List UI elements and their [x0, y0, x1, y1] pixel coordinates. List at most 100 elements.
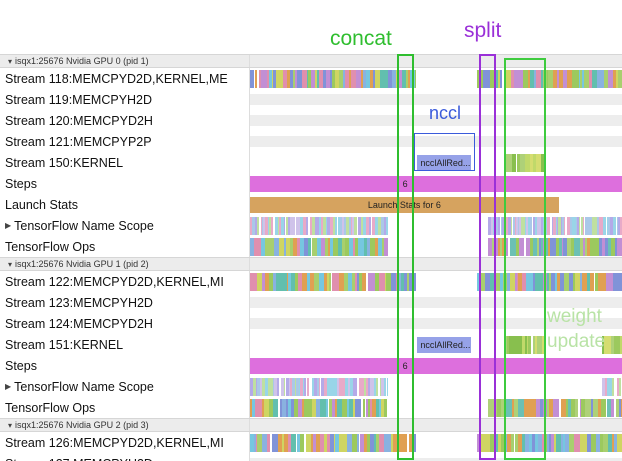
- timeline-track: [250, 68, 622, 89]
- track-label-text: Stream 151:KERNEL: [5, 337, 124, 352]
- track-label-text: Stream 122:MEMCPYD2D,KERNEL,MI: [5, 274, 224, 289]
- track-row: Steps 6: [0, 173, 622, 194]
- timeline-track: [250, 419, 622, 431]
- track-row: Stream 118:MEMCPYD2D,KERNEL,ME: [0, 68, 622, 89]
- event-bar-cluster[interactable]: [504, 335, 546, 354]
- track-row: Stream 126:MEMCPYD2D,KERNEL,MI: [0, 432, 622, 453]
- timeline-track: [250, 271, 622, 292]
- event-bar[interactable]: ncclAllRed...: [417, 154, 472, 171]
- track-label-text: Stream 124:MEMCPYD2H: [5, 316, 153, 331]
- track-row: Stream 150:KERNEL ncclAllRed...: [0, 152, 622, 173]
- event-bar-label: ncclAllRed...: [420, 339, 471, 350]
- track-label: TensorFlow Ops: [0, 236, 250, 257]
- track-label-text: Stream 126:MEMCPYD2D,KERNEL,MI: [5, 435, 224, 450]
- track-label: Stream 126:MEMCPYD2D,KERNEL,MI: [0, 432, 250, 453]
- track-row: ▶ TensorFlow Name Scope: [0, 376, 622, 397]
- event-bar-cluster[interactable]: [488, 237, 622, 256]
- event-bar-label: 6: [402, 360, 408, 371]
- track-label-text: isqx1:25676 Nvidia GPU 0 (pid 1): [15, 56, 149, 66]
- track-label-text: Stream 118:MEMCPYD2D,KERNEL,ME: [5, 71, 228, 86]
- timeline-track: [250, 89, 622, 110]
- timeline-track: [250, 131, 622, 152]
- event-bar[interactable]: Launch Stats for 6: [250, 196, 559, 213]
- track-row: Stream 121:MEMCPYP2P: [0, 131, 622, 152]
- event-bar-cluster[interactable]: [250, 433, 416, 452]
- device-header-label[interactable]: ▾ isqx1:25676 Nvidia GPU 2 (pid 3): [0, 419, 250, 431]
- track-label: Stream 122:MEMCPYD2D,KERNEL,MI: [0, 271, 250, 292]
- track-row: Stream 151:KERNEL ncclAllRed...: [0, 334, 622, 355]
- timeline-track: ncclAllRed...: [250, 334, 622, 355]
- timeline-track: [250, 236, 622, 257]
- event-bar[interactable]: 6: [250, 357, 622, 374]
- track-label: Steps: [0, 355, 250, 376]
- device-header-label[interactable]: ▾ isqx1:25676 Nvidia GPU 1 (pid 2): [0, 258, 250, 270]
- timeline-track: [250, 55, 622, 67]
- track-row: Stream 119:MEMCPYH2D: [0, 89, 622, 110]
- track-label[interactable]: ▶ TensorFlow Name Scope: [0, 215, 250, 236]
- timeline-track: [250, 292, 622, 313]
- track-row: Stream 120:MEMCPYD2H: [0, 110, 622, 131]
- track-label: Stream 119:MEMCPYH2D: [0, 89, 250, 110]
- track-label[interactable]: ▶ TensorFlow Name Scope: [0, 376, 250, 397]
- event-bar-cluster[interactable]: [250, 398, 388, 417]
- idle-band: [250, 136, 622, 147]
- collapse-arrow-icon[interactable]: ▾: [8, 56, 13, 66]
- track-label-text: Steps: [5, 176, 37, 191]
- track-row: Stream 124:MEMCPYD2H: [0, 313, 622, 334]
- timeline-track: [250, 110, 622, 131]
- timeline-track: [250, 313, 622, 334]
- idle-band: [250, 297, 622, 308]
- timeline-track: [250, 453, 622, 461]
- track-label-text: Stream 123:MEMCPYH2D: [5, 295, 153, 310]
- track-label: Stream 151:KERNEL: [0, 334, 250, 355]
- timeline-track: [250, 258, 622, 270]
- timeline-track: [250, 376, 622, 397]
- event-bar-cluster[interactable]: [250, 377, 388, 396]
- event-bar-cluster[interactable]: [250, 272, 416, 291]
- event-bar-label: Launch Stats for 6: [367, 199, 441, 210]
- track-label-text: TensorFlow Ops: [5, 400, 96, 415]
- idle-band: [250, 458, 622, 461]
- event-bar-cluster[interactable]: [488, 398, 622, 417]
- event-bar-cluster[interactable]: [250, 237, 388, 256]
- track-label-text: Stream 121:MEMCPYP2P: [5, 134, 152, 149]
- event-bar[interactable]: 6: [250, 175, 622, 192]
- track-label: Stream 123:MEMCPYH2D: [0, 292, 250, 313]
- event-bar-cluster[interactable]: [250, 216, 388, 235]
- track-label-text: TensorFlow Ops: [5, 239, 96, 254]
- device-header-row: ▾ isqx1:25676 Nvidia GPU 2 (pid 3): [0, 418, 622, 432]
- device-header-label[interactable]: ▾ isqx1:25676 Nvidia GPU 0 (pid 1): [0, 55, 250, 67]
- expand-arrow-icon[interactable]: ▶: [5, 221, 12, 230]
- event-bar-cluster[interactable]: [476, 69, 622, 88]
- event-bar-cluster[interactable]: [504, 153, 546, 172]
- track-label: Stream 127:MEMCPYH2D: [0, 453, 250, 461]
- track-row: Stream 127:MEMCPYH2D: [0, 453, 622, 461]
- track-label: Stream 120:MEMCPYD2H: [0, 110, 250, 131]
- track-row: Stream 122:MEMCPYD2D,KERNEL,MI: [0, 271, 622, 292]
- collapse-arrow-icon[interactable]: ▾: [8, 420, 13, 430]
- track-label-text: Stream 119:MEMCPYH2D: [5, 92, 153, 107]
- event-bar-cluster[interactable]: [476, 272, 622, 291]
- event-bar-cluster[interactable]: [476, 433, 622, 452]
- timeline-track: [250, 215, 622, 236]
- event-bar-label: 6: [402, 178, 408, 189]
- timeline-track: 6: [250, 173, 622, 194]
- idle-band: [250, 318, 622, 329]
- track-label: Stream 121:MEMCPYP2P: [0, 131, 250, 152]
- event-bar-cluster[interactable]: [250, 69, 416, 88]
- event-bar[interactable]: ncclAllRed...: [417, 336, 472, 353]
- track-row: TensorFlow Ops: [0, 397, 622, 418]
- collapse-arrow-icon[interactable]: ▾: [8, 259, 13, 269]
- track-label: Launch Stats: [0, 194, 250, 215]
- event-bar-cluster[interactable]: [601, 377, 622, 396]
- trace-rows: ▾ isqx1:25676 Nvidia GPU 0 (pid 1) Stream …: [0, 54, 622, 461]
- track-label-text: TensorFlow Name Scope: [14, 218, 154, 233]
- event-bar-label: ncclAllRed...: [420, 157, 471, 168]
- track-label: Steps: [0, 173, 250, 194]
- event-bar-cluster[interactable]: [601, 335, 622, 354]
- timeline-track: [250, 397, 622, 418]
- expand-arrow-icon[interactable]: ▶: [5, 382, 12, 391]
- timeline-track: [250, 432, 622, 453]
- event-bar-cluster[interactable]: [488, 216, 622, 235]
